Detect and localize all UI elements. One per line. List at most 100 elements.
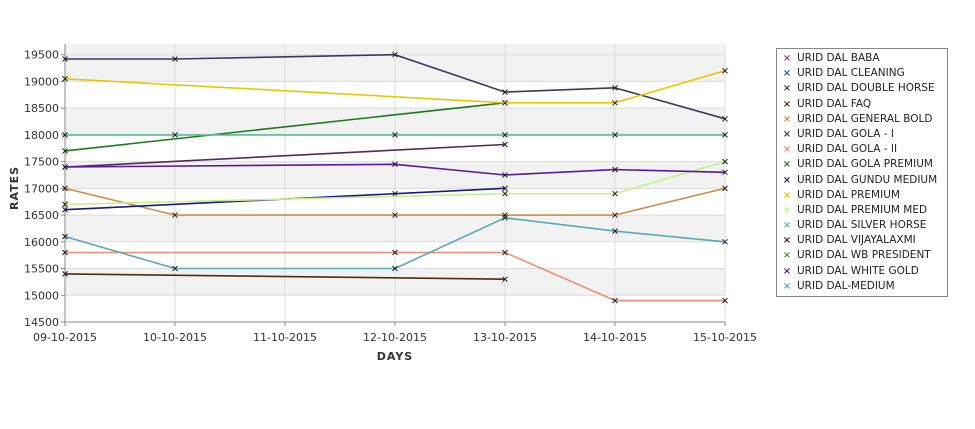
data-point [502, 190, 508, 197]
y-tick-label: 18500 [24, 102, 59, 115]
legend-marker-icon: × [782, 128, 792, 140]
legend-marker-icon: × [782, 189, 792, 201]
legend-item: × URID DAL GOLA - I [777, 127, 947, 142]
data-point [722, 158, 728, 165]
legend-item: × URID DAL GUNDU MEDIUM [777, 173, 947, 188]
series-line [64, 143, 506, 168]
x-tick-label: 15-10-2015 [693, 331, 757, 344]
data-point [722, 238, 728, 245]
series-line [64, 69, 726, 104]
data-point [722, 115, 728, 122]
y-tick-label: 16000 [24, 236, 59, 249]
legend-marker-icon: × [782, 280, 792, 292]
data-point [392, 161, 398, 168]
x-tick-label: 12-10-2015 [363, 331, 427, 344]
series-line [64, 216, 726, 270]
data-point [502, 249, 508, 256]
data-point [502, 172, 508, 178]
y-tick-label: 16500 [24, 209, 59, 222]
x-tick-label: 14-10-2015 [583, 331, 647, 344]
series-15 [62, 214, 728, 272]
legend-label: URID DAL WHITE GOLD [797, 264, 919, 277]
series-layer [62, 51, 728, 304]
legend-label: URID DAL BABA [797, 52, 880, 64]
legend-label: URID DAL DOUBLE HORSE [797, 82, 935, 95]
legend-item: × URID DAL GOLA - II [777, 142, 947, 157]
legend-marker-icon: × [782, 98, 792, 110]
legend-label: URID DAL FAQ [797, 97, 872, 110]
legend-marker-icon: × [782, 159, 792, 171]
legend-label: URID DAL PREMIUM MED [797, 203, 928, 216]
legend-item: × URID DAL WHITE GOLD [777, 264, 947, 279]
legend-label: URID DAL CLEANING [797, 67, 905, 80]
data-point [502, 214, 508, 221]
data-point [612, 228, 618, 234]
data-point [172, 132, 178, 138]
series-11 [62, 132, 728, 138]
data-point [612, 166, 618, 173]
series-2 [62, 51, 728, 122]
x-tick-label: 13-10-2015 [473, 331, 537, 344]
series-line [64, 273, 506, 280]
data-point [722, 185, 728, 192]
y-tick-label: 15500 [24, 263, 59, 276]
series-9 [62, 67, 728, 106]
data-point [62, 271, 68, 277]
data-point [722, 67, 728, 74]
legend-item: × URID DAL PREMIUM [777, 188, 947, 203]
legend-label: URID DAL GOLA PREMIUM [797, 158, 933, 171]
data-point [722, 132, 728, 138]
data-point [502, 89, 508, 95]
data-point [172, 56, 178, 62]
data-point [722, 297, 728, 304]
series-14 [62, 161, 728, 178]
data-point [612, 99, 618, 106]
data-point [502, 132, 508, 138]
data-point [392, 249, 398, 256]
data-point [62, 206, 68, 213]
legend-marker-icon: × [782, 265, 792, 277]
series-8 [62, 185, 508, 213]
legend-marker-icon: × [782, 235, 792, 247]
legend-item: × URID DAL WB PRESIDENT [777, 248, 947, 263]
y-tick-label: 17000 [24, 182, 59, 195]
data-point [502, 276, 508, 283]
series-line [64, 160, 726, 206]
data-point [612, 84, 618, 91]
data-point [612, 190, 618, 197]
y-tick-label: 15000 [24, 289, 59, 302]
legend-item: × URID DAL GENERAL BOLD [777, 112, 947, 127]
data-point [62, 233, 68, 240]
legend: × URID DAL BABA × URID DAL CLEANING × URID DA… [776, 48, 948, 297]
series-line [64, 102, 506, 152]
legend-item: × URID DAL-MEDIUM [777, 279, 947, 294]
legend-marker-icon: × [782, 204, 792, 216]
legend-marker-icon: × [782, 174, 792, 186]
legend-marker-icon: × [782, 53, 792, 64]
y-tick-label: 18000 [24, 129, 59, 142]
legend-item: × URID DAL SILVER HORSE [777, 218, 947, 233]
legend-item: × URID DAL GOLA PREMIUM [777, 157, 947, 172]
data-point [502, 99, 508, 106]
legend-label: URID DAL GENERAL BOLD [797, 112, 933, 125]
data-point [62, 148, 68, 154]
data-point [172, 265, 178, 272]
legend-label: URID DAL PREMIUM [797, 188, 900, 201]
legend-marker-icon: × [782, 250, 792, 262]
series-line [64, 187, 726, 216]
data-point [62, 249, 68, 256]
data-point [62, 185, 68, 192]
data-point [502, 185, 508, 192]
y-axis-title: RATES [8, 166, 21, 210]
legend-label: URID DAL WB PRESIDENT [797, 249, 931, 262]
data-point [392, 212, 398, 218]
x-axis: 09-10-2015 10-10-2015 11-10-2015 12-10-2015… [33, 321, 757, 344]
legend-item: × URID DAL DOUBLE HORSE [777, 81, 947, 96]
x-tick-label: 10-10-2015 [143, 331, 207, 344]
x-tick-label: 09-10-2015 [33, 331, 97, 344]
legend-item: × URID DAL VIJAYALAXMI [777, 233, 947, 248]
legend-item: × URID DAL CLEANING [777, 66, 947, 81]
data-point [612, 212, 618, 218]
data-point [62, 75, 68, 82]
data-point [612, 297, 618, 304]
